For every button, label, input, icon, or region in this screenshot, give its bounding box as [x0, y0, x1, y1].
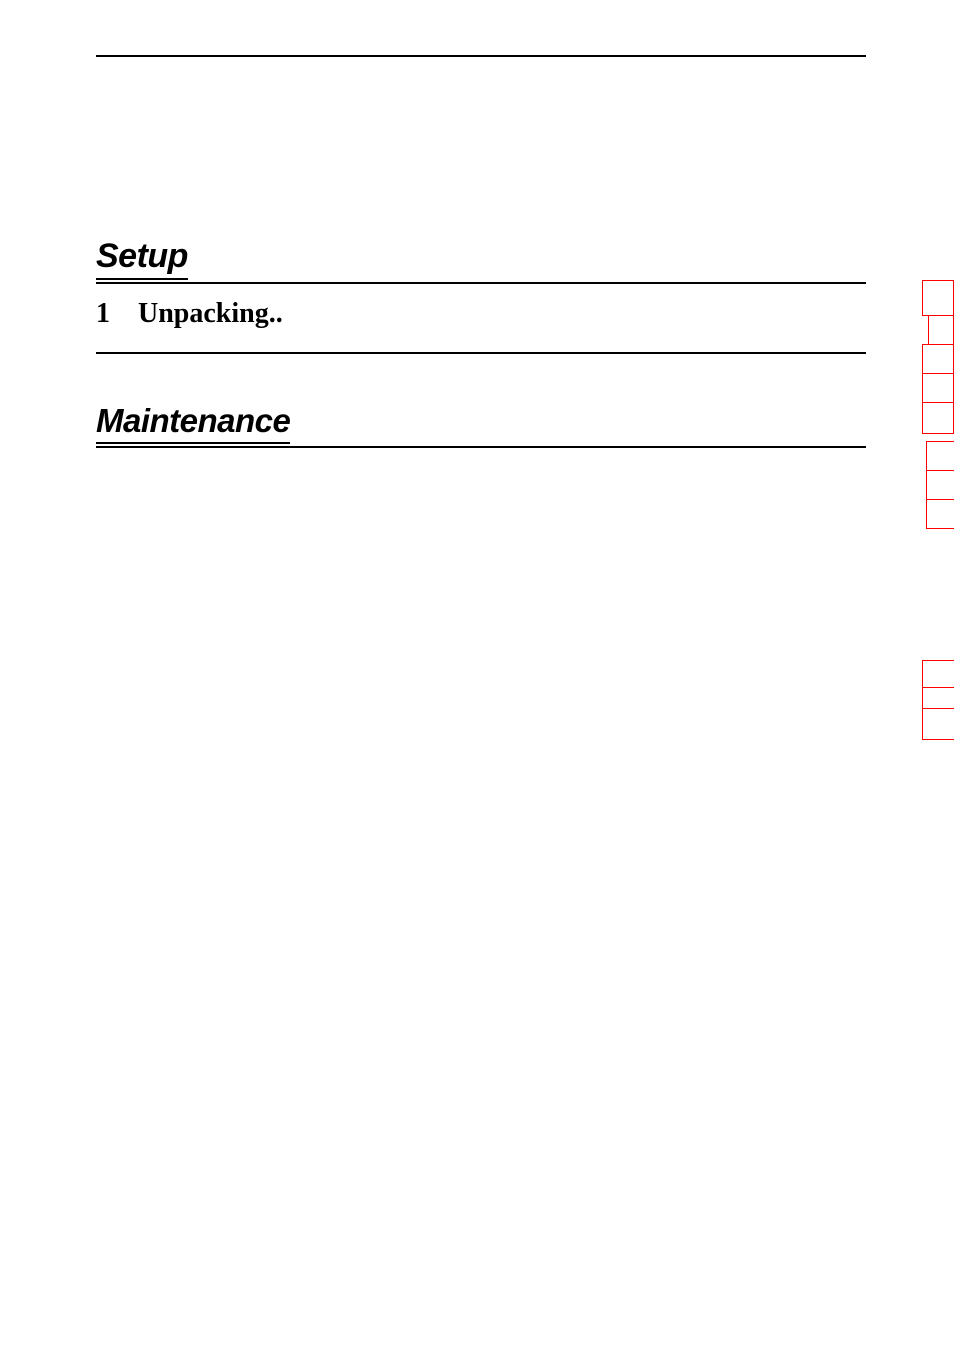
maintenance-pagenum-boxes	[922, 660, 954, 740]
pagenum-box	[922, 373, 954, 403]
pagenum-box	[926, 470, 954, 500]
setup-pagenum-boxes	[922, 280, 954, 528]
top-horizontal-rule	[96, 55, 866, 57]
pagenum-box	[922, 687, 954, 709]
setup-heading-wrap: Setup	[96, 237, 866, 280]
setup-section: Setup 1 Unpacking..	[96, 237, 866, 330]
maintenance-heading: Maintenance	[96, 402, 290, 444]
pagenum-box	[922, 402, 954, 434]
toc-entry-number: 1	[96, 298, 138, 330]
pagenum-box	[922, 344, 954, 374]
pagenum-box	[928, 315, 954, 345]
maintenance-section: Maintenance	[96, 332, 866, 448]
toc-entry-setup-1: 1 Unpacking..	[96, 298, 866, 330]
pagenum-box	[922, 708, 954, 740]
bottom-horizontal-rule	[96, 352, 866, 354]
setup-rule	[96, 282, 866, 284]
toc-entry-title: Unpacking..	[138, 298, 283, 330]
pagenum-box	[922, 660, 954, 688]
setup-heading: Setup	[96, 237, 188, 280]
pagenum-box	[926, 441, 954, 471]
document-page: Setup 1 Unpacking.. Maintenance	[0, 0, 954, 448]
pagenum-box	[922, 280, 954, 316]
maintenance-rule	[96, 446, 866, 448]
pagenum-box	[926, 499, 954, 529]
